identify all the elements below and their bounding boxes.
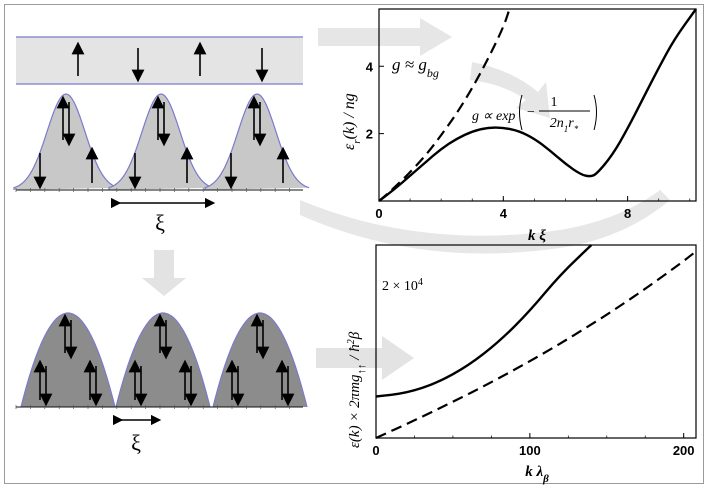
svg-text:−: − — [527, 105, 535, 120]
chart-top-ytick-1: 2 — [366, 127, 373, 142]
chart-bottom-plot-area — [375, 244, 697, 439]
svg-text:g ∝ exp: g ∝ exp — [472, 109, 515, 124]
parabolic-peaks-row — [20, 312, 308, 408]
chart-bottom-xtick-1: 0 — [372, 443, 379, 458]
xi-label-bottom: ξ — [131, 430, 141, 455]
figure-frame — [4, 4, 704, 484]
flow-arrow-down — [142, 250, 186, 296]
chart-bottom-series-dashed — [375, 250, 697, 439]
svg-text:2n1r*: 2n1r* — [550, 116, 579, 134]
flow-arrow-right-bottom — [316, 336, 414, 380]
gaussian-peak-2 — [108, 93, 214, 190]
gaussian-peak-1 — [13, 93, 119, 190]
chart-top-series-solid — [378, 8, 697, 202]
chart-bottom-series-solid — [375, 244, 593, 398]
gaussian-peak-3 — [204, 93, 310, 190]
spin-band — [16, 36, 303, 85]
chart-bottom-xlabel: k λβ — [525, 464, 549, 485]
chart-top-annotation-dashed: g ≈ gbg — [392, 55, 439, 80]
chart-bottom: 0 100 200 2 × 104 ε(k) × 2πmg↑↑ / ħ2β k λβ — [346, 244, 697, 485]
gaussian-peaks-row — [13, 93, 310, 190]
chart-top-xtick-1: 0 — [375, 206, 382, 221]
parabolic-peak-3 — [212, 312, 308, 408]
parabolic-peak-2 — [115, 312, 211, 408]
chart-top-annotation-solid: g ∝ exp − 1 2n1r* — [472, 94, 597, 134]
flow-arrow-arc-bottom — [300, 190, 670, 254]
chart-top-xlabel: k ξ — [528, 228, 546, 244]
chart-bottom-y-annotation: 2 × 104 — [382, 277, 423, 295]
svg-text:1: 1 — [551, 95, 558, 110]
flow-arrow-curve-right — [470, 62, 550, 118]
chart-bottom-ylabel: ε(k) × 2πmg↑↑ / ħ2β — [346, 331, 369, 448]
chart-top-xtick-3: 8 — [624, 206, 631, 221]
parabolic-peak-1 — [20, 312, 116, 408]
chart-bottom-xtick-3: 200 — [673, 443, 695, 458]
spin-band-box — [16, 37, 303, 84]
chart-top-ytick-2: 4 — [366, 59, 374, 74]
flow-arrow-top — [318, 18, 452, 56]
chart-bottom-xtick-2: 100 — [519, 443, 541, 458]
xi-label-top: ξ — [155, 210, 165, 235]
chart-top-series-dashed — [378, 8, 511, 202]
flow-arrows — [142, 18, 670, 380]
chart-top-plot-area — [378, 8, 697, 202]
chart-top-xtick-2: 4 — [500, 206, 508, 221]
chart-top-ylabel: εr(k) / ng — [341, 93, 363, 150]
